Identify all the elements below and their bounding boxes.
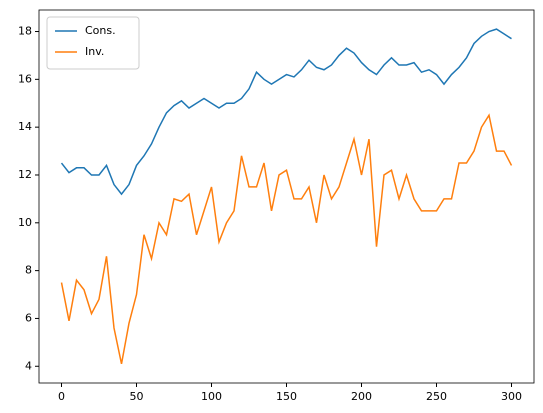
x-tick-label: 200 xyxy=(351,390,372,403)
y-tick-label: 4 xyxy=(25,359,32,372)
x-tick-label: 150 xyxy=(276,390,297,403)
series-line xyxy=(60,28,512,196)
legend-label: Inv. xyxy=(85,45,104,58)
y-tick-label: 18 xyxy=(18,25,32,38)
y-tick-label: 16 xyxy=(18,72,32,85)
axes-frame xyxy=(38,9,535,384)
legend-box xyxy=(46,16,140,70)
y-tick-label: 12 xyxy=(18,168,32,181)
x-tick-label: 0 xyxy=(58,390,65,403)
y-tick-label: 8 xyxy=(25,264,32,277)
legend-label: Cons. xyxy=(85,24,116,37)
x-tick-label: 250 xyxy=(426,390,447,403)
series-line xyxy=(60,113,513,365)
y-tick-label: 6 xyxy=(25,311,32,324)
x-tick-label: 50 xyxy=(130,390,144,403)
x-tick-label: 100 xyxy=(201,390,222,403)
x-tick-label: 300 xyxy=(501,390,522,403)
y-tick-label: 14 xyxy=(18,120,32,133)
y-tick-label: 10 xyxy=(18,216,32,229)
